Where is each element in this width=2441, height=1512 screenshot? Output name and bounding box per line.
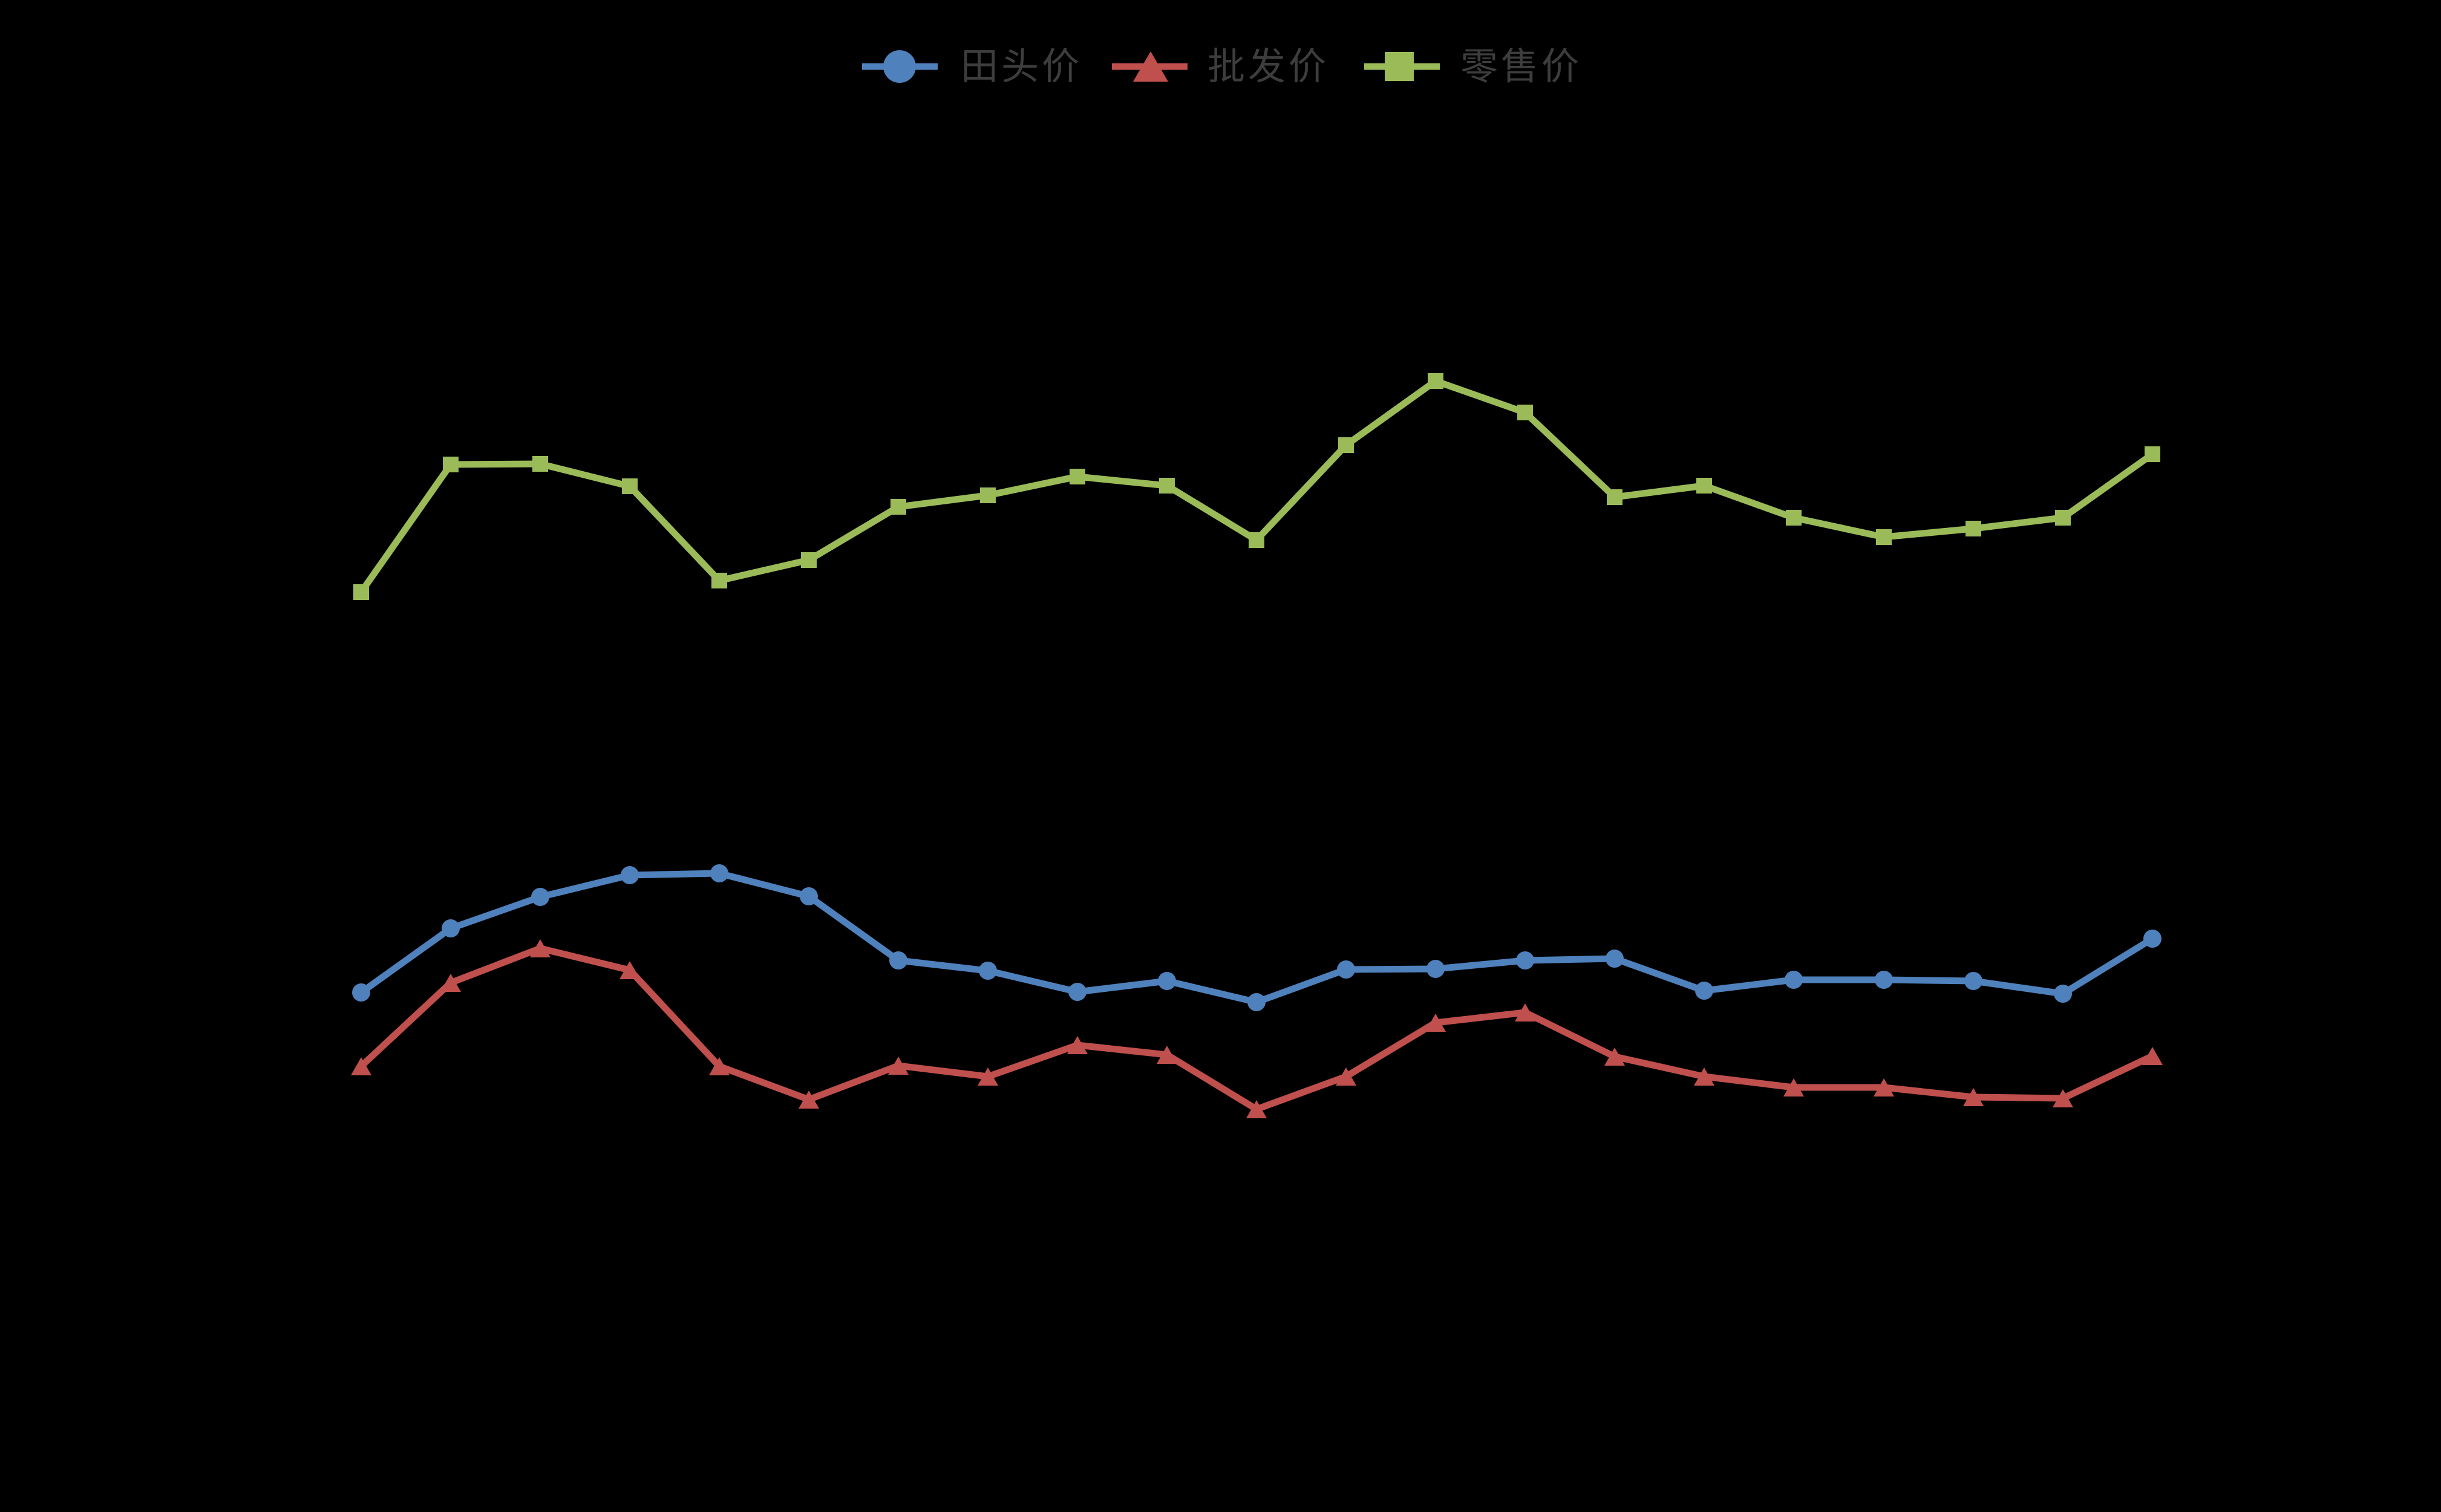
triangle-marker-wholesale-19 — [1963, 1088, 1984, 1106]
square-marker-retail-17 — [1786, 510, 1802, 526]
legend-circle-marker-icon — [883, 50, 916, 83]
circle-marker-farmgate-9 — [1068, 983, 1087, 1001]
square-marker-retail-10 — [1159, 478, 1175, 494]
square-marker-retail-12 — [1338, 437, 1354, 453]
triangle-marker-wholesale-6 — [799, 1090, 819, 1109]
circle-marker-farmgate-12 — [1337, 960, 1355, 979]
circle-marker-farmgate-10 — [1158, 972, 1176, 990]
circle-marker-farmgate-4 — [621, 866, 639, 884]
legend-square-marker-icon — [1385, 52, 1414, 81]
square-marker-retail-6 — [801, 552, 817, 568]
square-marker-retail-13 — [1428, 373, 1443, 389]
legend-triangle-marker-icon — [1133, 51, 1168, 82]
triangle-marker-wholesale-21 — [2142, 1047, 2163, 1065]
circle-marker-farmgate-13 — [1426, 960, 1445, 978]
legend: 田头价 批发价 零售价 — [862, 44, 1582, 88]
triangle-marker-wholesale-8 — [978, 1067, 998, 1086]
square-marker-retail-7 — [890, 499, 906, 515]
square-marker-retail-3 — [532, 456, 548, 472]
circle-marker-farmgate-18 — [1875, 971, 1893, 989]
triangle-marker-wholesale-11 — [1246, 1100, 1267, 1118]
triangle-marker-wholesale-20 — [2053, 1089, 2073, 1107]
circle-marker-farmgate-3 — [531, 888, 549, 906]
square-marker-retail-5 — [711, 573, 727, 588]
triangle-marker-wholesale-2 — [440, 974, 461, 992]
circle-marker-farmgate-2 — [442, 919, 460, 937]
triangle-marker-wholesale-1 — [351, 1057, 371, 1075]
legend-item-retail: 零售价 — [1364, 44, 1582, 88]
square-marker-retail-20 — [2055, 510, 2071, 526]
square-marker-retail-14 — [1517, 405, 1533, 420]
triangle-marker-wholesale-16 — [1694, 1067, 1714, 1086]
circle-marker-farmgate-1 — [352, 983, 370, 1002]
square-marker-retail-2 — [443, 457, 459, 472]
square-marker-retail-9 — [1070, 469, 1085, 484]
circle-marker-farmgate-21 — [2143, 930, 2162, 948]
legend-label-farmgate: 田头价 — [961, 44, 1082, 88]
legend-label-retail: 零售价 — [1460, 44, 1582, 88]
legend-label-wholesale: 批发价 — [1207, 44, 1329, 88]
series-layer — [351, 373, 2163, 1118]
triangle-marker-wholesale-3 — [530, 939, 551, 957]
circle-marker-farmgate-20 — [2054, 985, 2072, 1003]
square-marker-retail-19 — [1966, 521, 1981, 536]
square-marker-retail-8 — [980, 487, 996, 503]
triangle-marker-wholesale-4 — [619, 961, 640, 979]
legend-item-wholesale: 批发价 — [1112, 44, 1329, 88]
square-marker-retail-1 — [353, 584, 369, 600]
triangle-marker-wholesale-15 — [1604, 1048, 1625, 1066]
circle-marker-farmgate-14 — [1516, 951, 1534, 969]
triangle-marker-wholesale-14 — [1515, 1003, 1535, 1022]
circle-marker-farmgate-5 — [710, 864, 728, 882]
legend-item-farmgate: 田头价 — [862, 44, 1082, 88]
triangle-marker-wholesale-5 — [709, 1057, 730, 1075]
square-marker-retail-11 — [1249, 532, 1264, 548]
square-marker-retail-16 — [1696, 478, 1712, 494]
circle-marker-farmgate-11 — [1247, 993, 1266, 1011]
triangle-marker-wholesale-7 — [888, 1057, 909, 1075]
circle-marker-farmgate-15 — [1606, 950, 1624, 968]
circle-marker-farmgate-19 — [1964, 972, 1982, 990]
triangle-marker-wholesale-10 — [1157, 1046, 1177, 1064]
square-marker-retail-18 — [1876, 529, 1892, 545]
circle-marker-farmgate-8 — [979, 962, 997, 980]
square-marker-retail-15 — [1607, 489, 1622, 505]
triangle-marker-wholesale-17 — [1783, 1078, 1804, 1097]
triangle-marker-wholesale-12 — [1336, 1067, 1356, 1086]
triangle-marker-wholesale-18 — [1874, 1078, 1894, 1097]
circle-marker-farmgate-6 — [800, 887, 818, 905]
circle-marker-farmgate-16 — [1695, 982, 1713, 1000]
triangle-marker-wholesale-13 — [1425, 1014, 1446, 1032]
triangle-marker-wholesale-9 — [1067, 1036, 1088, 1054]
square-marker-retail-4 — [622, 478, 638, 494]
circle-marker-farmgate-17 — [1785, 971, 1803, 989]
circle-marker-farmgate-7 — [889, 951, 907, 969]
square-marker-retail-21 — [2145, 446, 2160, 462]
